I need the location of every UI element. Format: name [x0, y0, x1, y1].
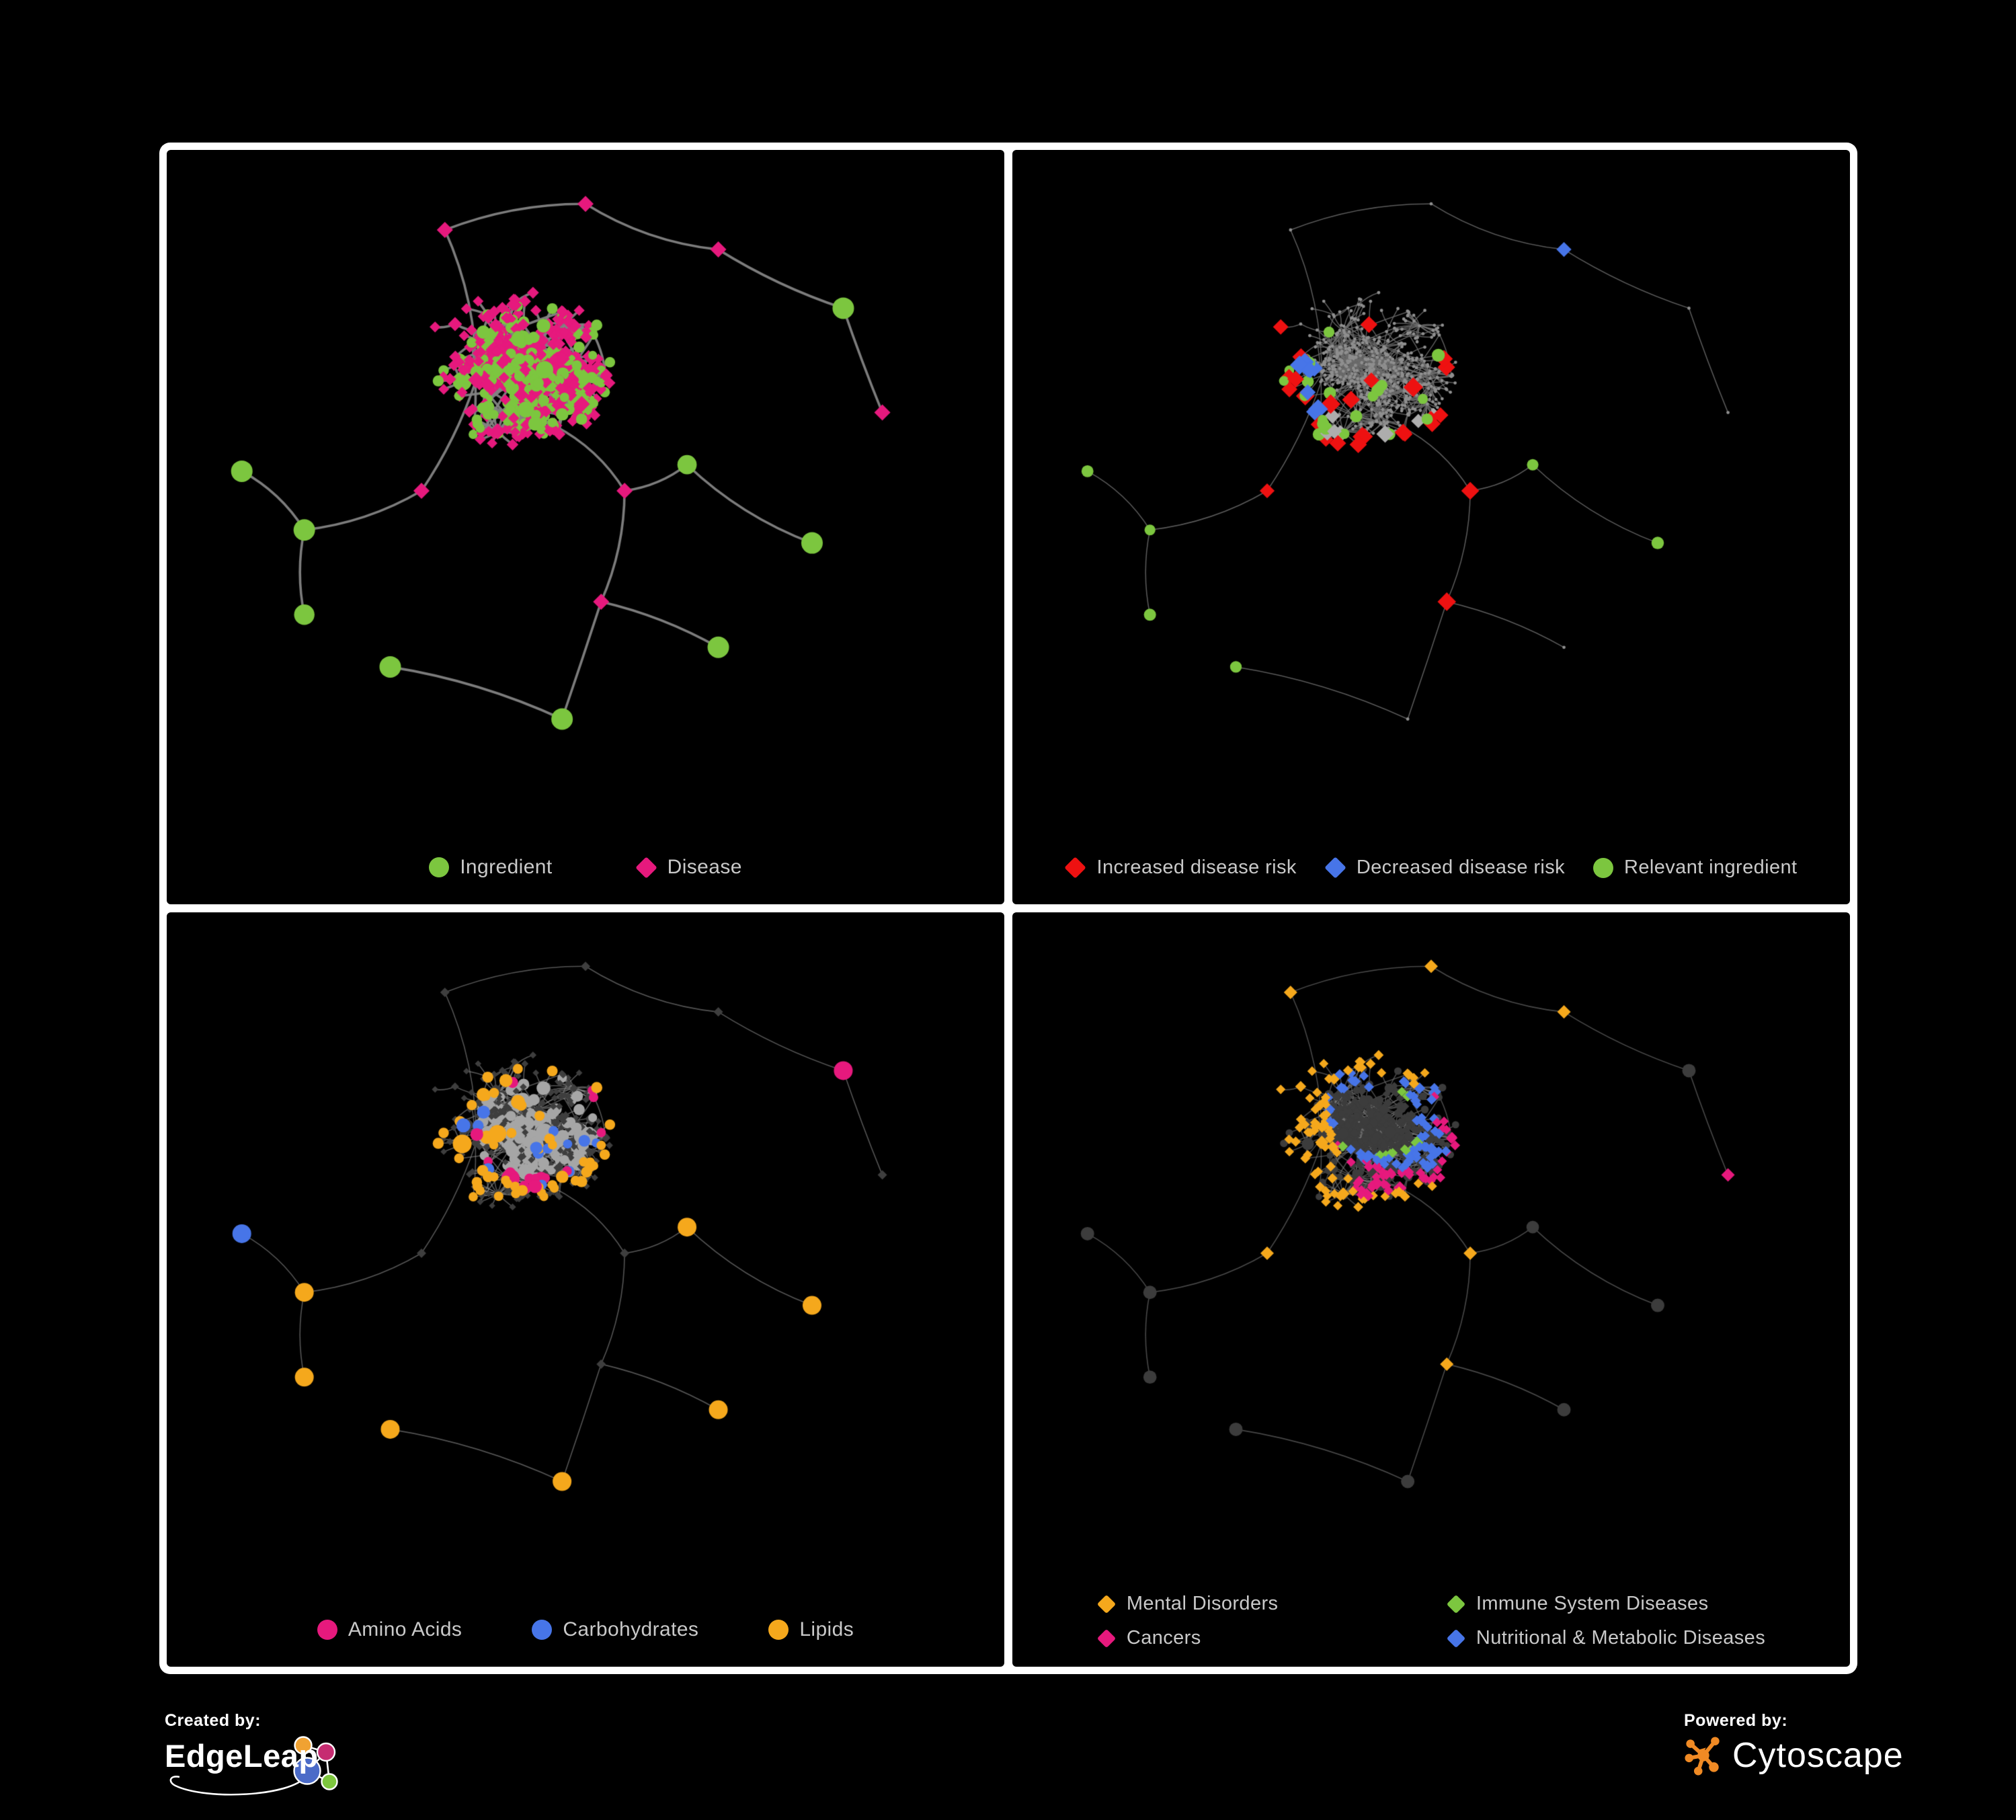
edgeleap-node-orange — [294, 1736, 313, 1755]
legend-item-immune-system-diseases: Immune System Diseases — [1446, 1593, 1709, 1615]
powered-by-label: Powered by: — [1684, 1711, 1788, 1730]
diamond-marker-icon — [1064, 857, 1087, 879]
legend-item-amino-acids: Amino Acids — [317, 1618, 462, 1641]
legend-item-mental-disorders: Mental Disorders — [1096, 1593, 1279, 1615]
legend-item-increased-disease-risk: Increased disease risk — [1064, 857, 1297, 879]
disease-class-network-canvas — [1012, 912, 1850, 1667]
edgeleap-logo: EdgeLeap — [165, 1733, 366, 1796]
created-by-label: Created by: — [165, 1711, 261, 1730]
legend-label: Nutritional & Metabolic Diseases — [1476, 1627, 1766, 1649]
legend-label: Amino Acids — [348, 1618, 462, 1640]
legend-item-carbohydrates: Carbohydrates — [532, 1618, 698, 1641]
diamond-marker-icon — [1446, 1594, 1466, 1614]
legend-disease-classes: Mental Disorders Immune System Diseases Ca… — [1012, 1593, 1850, 1649]
diamond-marker-icon — [1446, 1628, 1466, 1648]
diamond-marker-icon — [1096, 1594, 1117, 1614]
edgeleap-credit: Created by: EdgeLeap — [165, 1711, 366, 1796]
legend-label: Increased disease risk — [1096, 857, 1297, 878]
edgeleap-node-green — [321, 1773, 338, 1790]
legend-item-disease: Disease — [635, 856, 742, 879]
legend-item-cancers: Cancers — [1096, 1627, 1201, 1649]
panel-disease-risk: Increased disease risk Decreased disease … — [1012, 150, 1850, 904]
circle-marker-icon — [429, 857, 450, 877]
legend-item-nutritional-metabolic-diseases: Nutritional & Metabolic Diseases — [1446, 1627, 1766, 1649]
legend-label: Carbohydrates — [563, 1618, 699, 1640]
legend-item-lipids: Lipids — [768, 1618, 854, 1641]
legend-label: Mental Disorders — [1126, 1593, 1279, 1614]
legend-disease-risk: Increased disease risk Decreased disease … — [1012, 857, 1850, 879]
cytoscape-credit: Powered by: Cytoscape — [1684, 1711, 1904, 1776]
legend-label: Relevant ingredient — [1624, 857, 1798, 878]
circle-marker-icon — [532, 1620, 553, 1640]
diamond-marker-icon — [1324, 857, 1346, 879]
cytoscape-wordmark: Cytoscape — [1732, 1736, 1904, 1775]
legend-item-decreased-disease-risk: Decreased disease risk — [1324, 857, 1566, 879]
legend-label: Immune System Diseases — [1476, 1593, 1709, 1614]
legend-compound-classes: Amino Acids Carbohydrates Lipids — [167, 1618, 1004, 1641]
cytoscape-logo-icon — [1685, 1737, 1720, 1776]
legend-item-relevant-ingredient: Relevant ingredient — [1593, 857, 1797, 879]
legend-ingredient-disease: Ingredient Disease — [167, 856, 1004, 879]
ingredient-disease-network-canvas — [167, 150, 1004, 904]
diamond-marker-icon — [635, 856, 657, 879]
circle-marker-icon — [1593, 857, 1614, 878]
circle-marker-icon — [768, 1620, 789, 1640]
panel-ingredient-disease: Ingredient Disease — [167, 150, 1004, 904]
panel-disease-classes: Mental Disorders Immune System Diseases Ca… — [1012, 912, 1850, 1667]
edgeleap-wordmark: EdgeLeap — [165, 1738, 319, 1774]
legend-item-ingredient: Ingredient — [429, 856, 552, 879]
legend-label: Ingredient — [460, 856, 553, 878]
edgeleap-node-blue — [293, 1757, 321, 1785]
legend-label: Lipids — [799, 1618, 854, 1640]
figure-frame: Ingredient Disease Increased disease risk… — [159, 143, 1857, 1674]
disease-risk-network-canvas — [1012, 150, 1850, 904]
circle-marker-icon — [317, 1620, 337, 1640]
compound-class-network-canvas — [167, 912, 1004, 1667]
legend-label: Decreased disease risk — [1356, 857, 1566, 878]
diamond-marker-icon — [1096, 1628, 1117, 1648]
edgeleap-network-icon — [169, 1736, 338, 1796]
edgeleap-node-magenta — [316, 1742, 336, 1762]
legend-label: Cancers — [1126, 1627, 1201, 1649]
legend-label: Disease — [667, 856, 742, 878]
panel-compound-classes: Amino Acids Carbohydrates Lipids — [167, 912, 1004, 1667]
